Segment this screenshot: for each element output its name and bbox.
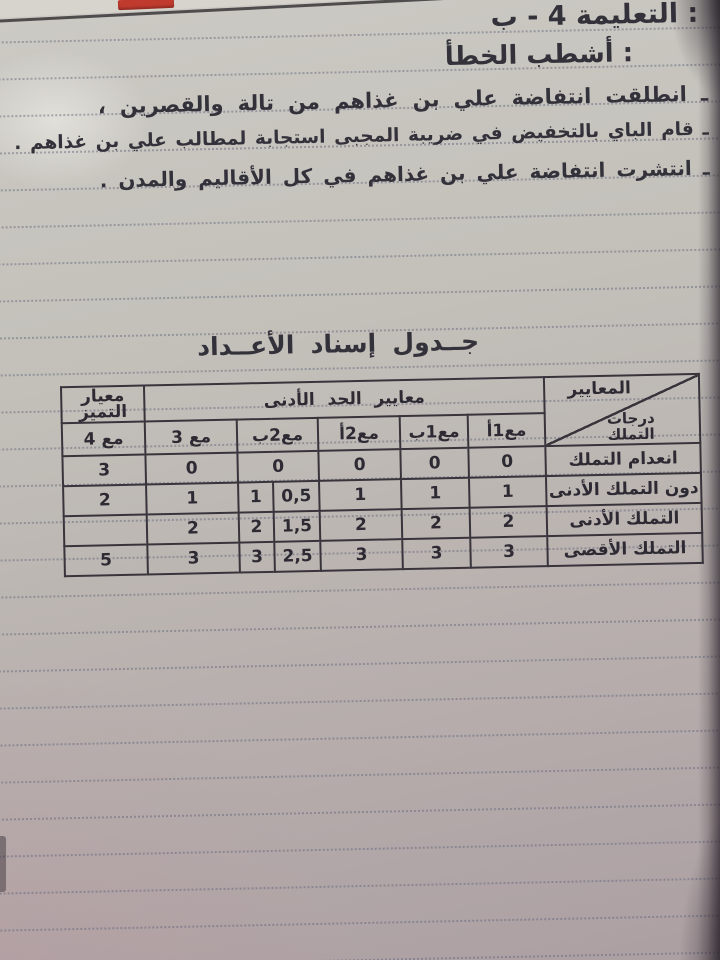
top-right-shadow <box>670 0 720 100</box>
right-edge-shadow <box>698 0 720 960</box>
criteria-diagonal-label: المعايير <box>567 378 632 400</box>
ruled-line <box>0 248 720 266</box>
table-cell: 2,5 <box>274 540 321 572</box>
bullet-list: ـ انطلقت انتفاضة علي بن غذاهم من تالة وا… <box>0 82 710 208</box>
table-cell: 3 <box>402 537 471 570</box>
ruled-line <box>0 877 720 895</box>
ruled-line <box>0 840 720 858</box>
table-cell: 3 <box>470 536 548 568</box>
table-cell: 1 <box>468 476 547 508</box>
table-cell: 0,5 <box>273 480 320 512</box>
table-cell: 2 <box>469 506 548 538</box>
table-cell: 1 <box>238 481 274 513</box>
column-header-m2a: مع2أ <box>317 416 401 451</box>
column-header-m3: مع 3 <box>144 419 238 455</box>
ruled-line <box>0 618 720 636</box>
column-header-m2b: مع2ب <box>236 417 319 453</box>
ruled-line <box>0 581 720 599</box>
table-cell: 1 <box>146 482 239 515</box>
row-label: دون التملك الأدنى <box>545 472 702 507</box>
paper-highlight <box>0 50 150 190</box>
column-header-m1b: مع1ب <box>399 414 469 450</box>
table-title: جــدول إسناد الأعــداد <box>196 326 480 362</box>
row-label: التملك الأدنى <box>546 502 703 537</box>
table-cell: 2 <box>401 507 471 540</box>
excellence-header: معيار التميز <box>60 385 145 424</box>
table-cell: 2 <box>146 512 240 545</box>
table-cell: 0 <box>237 450 320 483</box>
excellence-line2: التميز <box>78 401 128 423</box>
corner-cell: المعايير درجات التملك <box>543 373 701 447</box>
table-cell: 2 <box>63 484 147 517</box>
table-cell: 1 <box>400 477 470 510</box>
column-header-m4: مع 4 <box>61 421 146 457</box>
ruled-line <box>0 803 720 821</box>
degrees-label-line2: التملك <box>607 424 655 444</box>
table-cell: 2 <box>238 511 275 543</box>
row-label: انعدام التملك <box>545 442 701 477</box>
table-cell: 3 <box>147 542 240 575</box>
table-cell: 0 <box>468 446 546 478</box>
ruled-line <box>0 766 720 784</box>
bottom-right-shadow <box>680 820 720 960</box>
table-cell: 0 <box>145 452 239 485</box>
row-label: التملك الأقصى <box>547 532 703 567</box>
paper-pink-tint <box>0 660 360 960</box>
ruled-line <box>0 692 720 710</box>
ruled-line <box>0 211 720 229</box>
table-cell: 2 <box>319 509 403 541</box>
table-cell <box>63 514 148 547</box>
degrees-diagonal-label: درجات التملك <box>591 409 672 444</box>
page-title: التعليمة 4 - ب : <box>490 0 698 34</box>
ruled-line <box>0 914 720 932</box>
table-cell: 1 <box>319 479 402 511</box>
left-edge-mark <box>0 836 6 892</box>
ruled-line <box>0 951 720 960</box>
table-cell: 0 <box>318 449 401 481</box>
table-cell: 3 <box>239 541 275 573</box>
table-cell: 3 <box>320 539 403 571</box>
table-cell: 1,5 <box>273 510 321 542</box>
exercise-subtitle: أشطب الخطأ : <box>444 38 634 73</box>
ruled-line <box>0 729 720 747</box>
table-cell: 0 <box>400 447 469 480</box>
table-cell: 3 <box>62 454 147 487</box>
ruled-line <box>0 285 720 303</box>
ruled-line <box>0 655 720 673</box>
grades-table: المعايير درجات التملك معايير الحد الأدنى… <box>60 373 704 577</box>
column-header-m1a: مع1أ <box>467 413 546 448</box>
table-cell: 5 <box>64 544 148 577</box>
